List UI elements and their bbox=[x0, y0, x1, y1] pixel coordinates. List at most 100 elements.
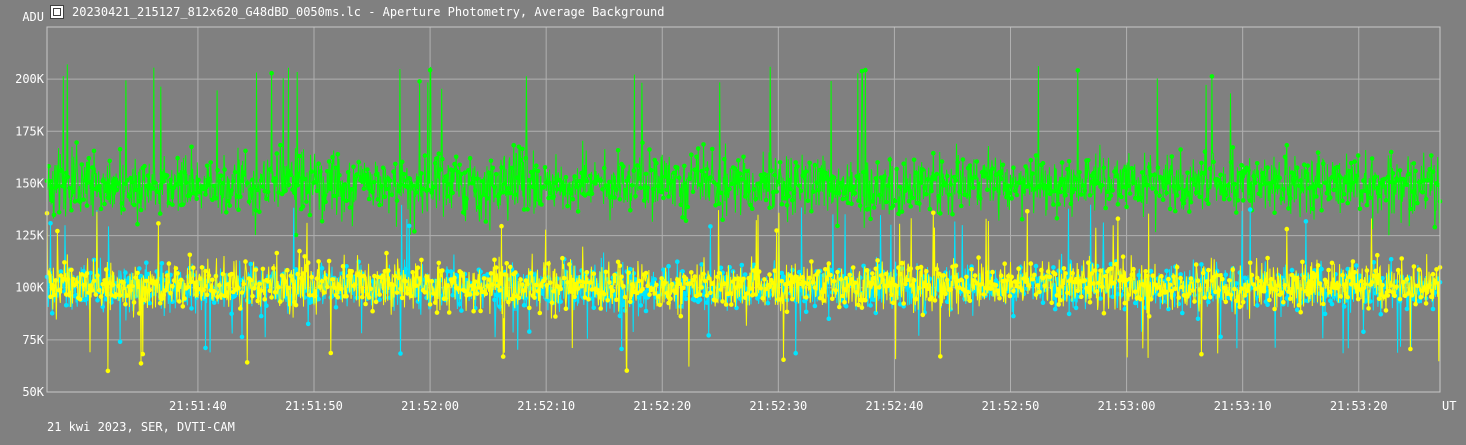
data-point bbox=[453, 154, 459, 160]
data-point bbox=[1411, 161, 1417, 166]
data-point bbox=[332, 193, 337, 199]
data-point bbox=[640, 286, 645, 292]
data-point bbox=[690, 189, 696, 195]
data-point bbox=[88, 179, 93, 185]
data-point bbox=[567, 262, 572, 267]
data-point bbox=[410, 270, 416, 275]
data-point bbox=[1119, 274, 1124, 279]
data-point bbox=[1030, 280, 1035, 285]
data-point bbox=[1164, 289, 1169, 295]
data-point bbox=[384, 250, 389, 256]
data-point bbox=[1171, 184, 1176, 189]
data-point bbox=[427, 67, 433, 73]
data-point bbox=[248, 261, 253, 267]
data-point bbox=[847, 272, 852, 278]
data-point bbox=[856, 198, 861, 203]
data-point bbox=[295, 271, 301, 277]
data-point bbox=[870, 199, 875, 204]
data-point bbox=[1124, 277, 1129, 283]
data-point bbox=[612, 195, 617, 200]
data-point bbox=[751, 187, 757, 192]
data-point bbox=[269, 70, 274, 76]
data-point bbox=[560, 180, 565, 185]
data-point bbox=[847, 187, 852, 193]
data-point bbox=[1348, 282, 1354, 287]
data-point bbox=[664, 187, 670, 193]
data-point bbox=[1380, 276, 1385, 281]
data-point bbox=[1082, 188, 1088, 193]
data-point bbox=[1223, 299, 1229, 305]
data-point bbox=[931, 210, 936, 216]
data-point bbox=[1026, 182, 1032, 188]
data-point bbox=[971, 185, 976, 191]
data-point bbox=[521, 288, 527, 293]
data-point bbox=[798, 188, 804, 194]
data-point bbox=[850, 184, 856, 190]
data-point bbox=[96, 183, 102, 189]
data-point bbox=[579, 170, 584, 176]
data-point bbox=[1127, 191, 1133, 196]
data-point bbox=[1338, 294, 1343, 299]
data-point bbox=[812, 303, 818, 309]
app-icon[interactable] bbox=[50, 5, 64, 19]
data-point bbox=[741, 154, 746, 160]
data-point bbox=[546, 195, 551, 201]
x-tick-label: 21:52:50 bbox=[982, 399, 1040, 413]
data-point bbox=[748, 286, 753, 291]
data-point bbox=[302, 176, 308, 182]
data-point bbox=[654, 282, 659, 288]
data-point bbox=[412, 277, 417, 282]
y-tick-label: 175K bbox=[15, 124, 45, 138]
data-point bbox=[398, 286, 403, 292]
data-point bbox=[680, 285, 685, 291]
data-point bbox=[1328, 195, 1333, 200]
data-point bbox=[1430, 271, 1436, 277]
data-point bbox=[993, 282, 999, 288]
data-point bbox=[729, 302, 734, 307]
x-tick-label: 21:52:00 bbox=[401, 399, 459, 413]
data-point bbox=[102, 278, 107, 283]
data-point bbox=[433, 160, 438, 166]
data-point bbox=[1037, 183, 1042, 188]
data-point bbox=[318, 169, 323, 174]
data-point bbox=[166, 261, 172, 266]
data-point bbox=[927, 206, 933, 212]
data-point bbox=[518, 277, 523, 282]
data-point bbox=[481, 192, 487, 197]
data-point bbox=[1133, 195, 1138, 201]
data-point bbox=[1246, 167, 1251, 173]
data-point bbox=[1136, 273, 1142, 278]
data-point bbox=[490, 282, 496, 287]
data-point bbox=[96, 287, 102, 293]
data-point bbox=[201, 287, 206, 293]
data-point bbox=[1387, 179, 1392, 185]
data-point bbox=[488, 158, 494, 164]
data-point bbox=[1077, 170, 1082, 175]
data-point bbox=[1216, 287, 1222, 293]
data-point bbox=[114, 187, 119, 193]
data-point bbox=[1139, 170, 1145, 175]
data-point bbox=[1429, 294, 1434, 300]
data-point bbox=[1286, 206, 1291, 211]
data-point bbox=[1061, 266, 1067, 271]
data-point bbox=[736, 158, 741, 163]
data-point bbox=[1416, 267, 1422, 273]
data-point bbox=[251, 286, 257, 291]
data-point bbox=[276, 285, 281, 290]
data-point bbox=[154, 279, 159, 284]
data-point bbox=[983, 171, 988, 177]
data-point bbox=[960, 157, 966, 162]
data-point bbox=[121, 280, 126, 285]
data-point bbox=[1294, 307, 1300, 313]
data-point bbox=[722, 281, 727, 287]
data-point bbox=[568, 289, 574, 294]
data-point bbox=[868, 283, 873, 289]
data-point bbox=[1228, 159, 1234, 165]
data-point bbox=[55, 228, 60, 234]
data-point bbox=[1388, 149, 1394, 155]
data-point bbox=[943, 181, 948, 186]
data-point bbox=[1422, 286, 1427, 291]
data-point bbox=[803, 169, 809, 174]
data-point bbox=[852, 280, 858, 286]
